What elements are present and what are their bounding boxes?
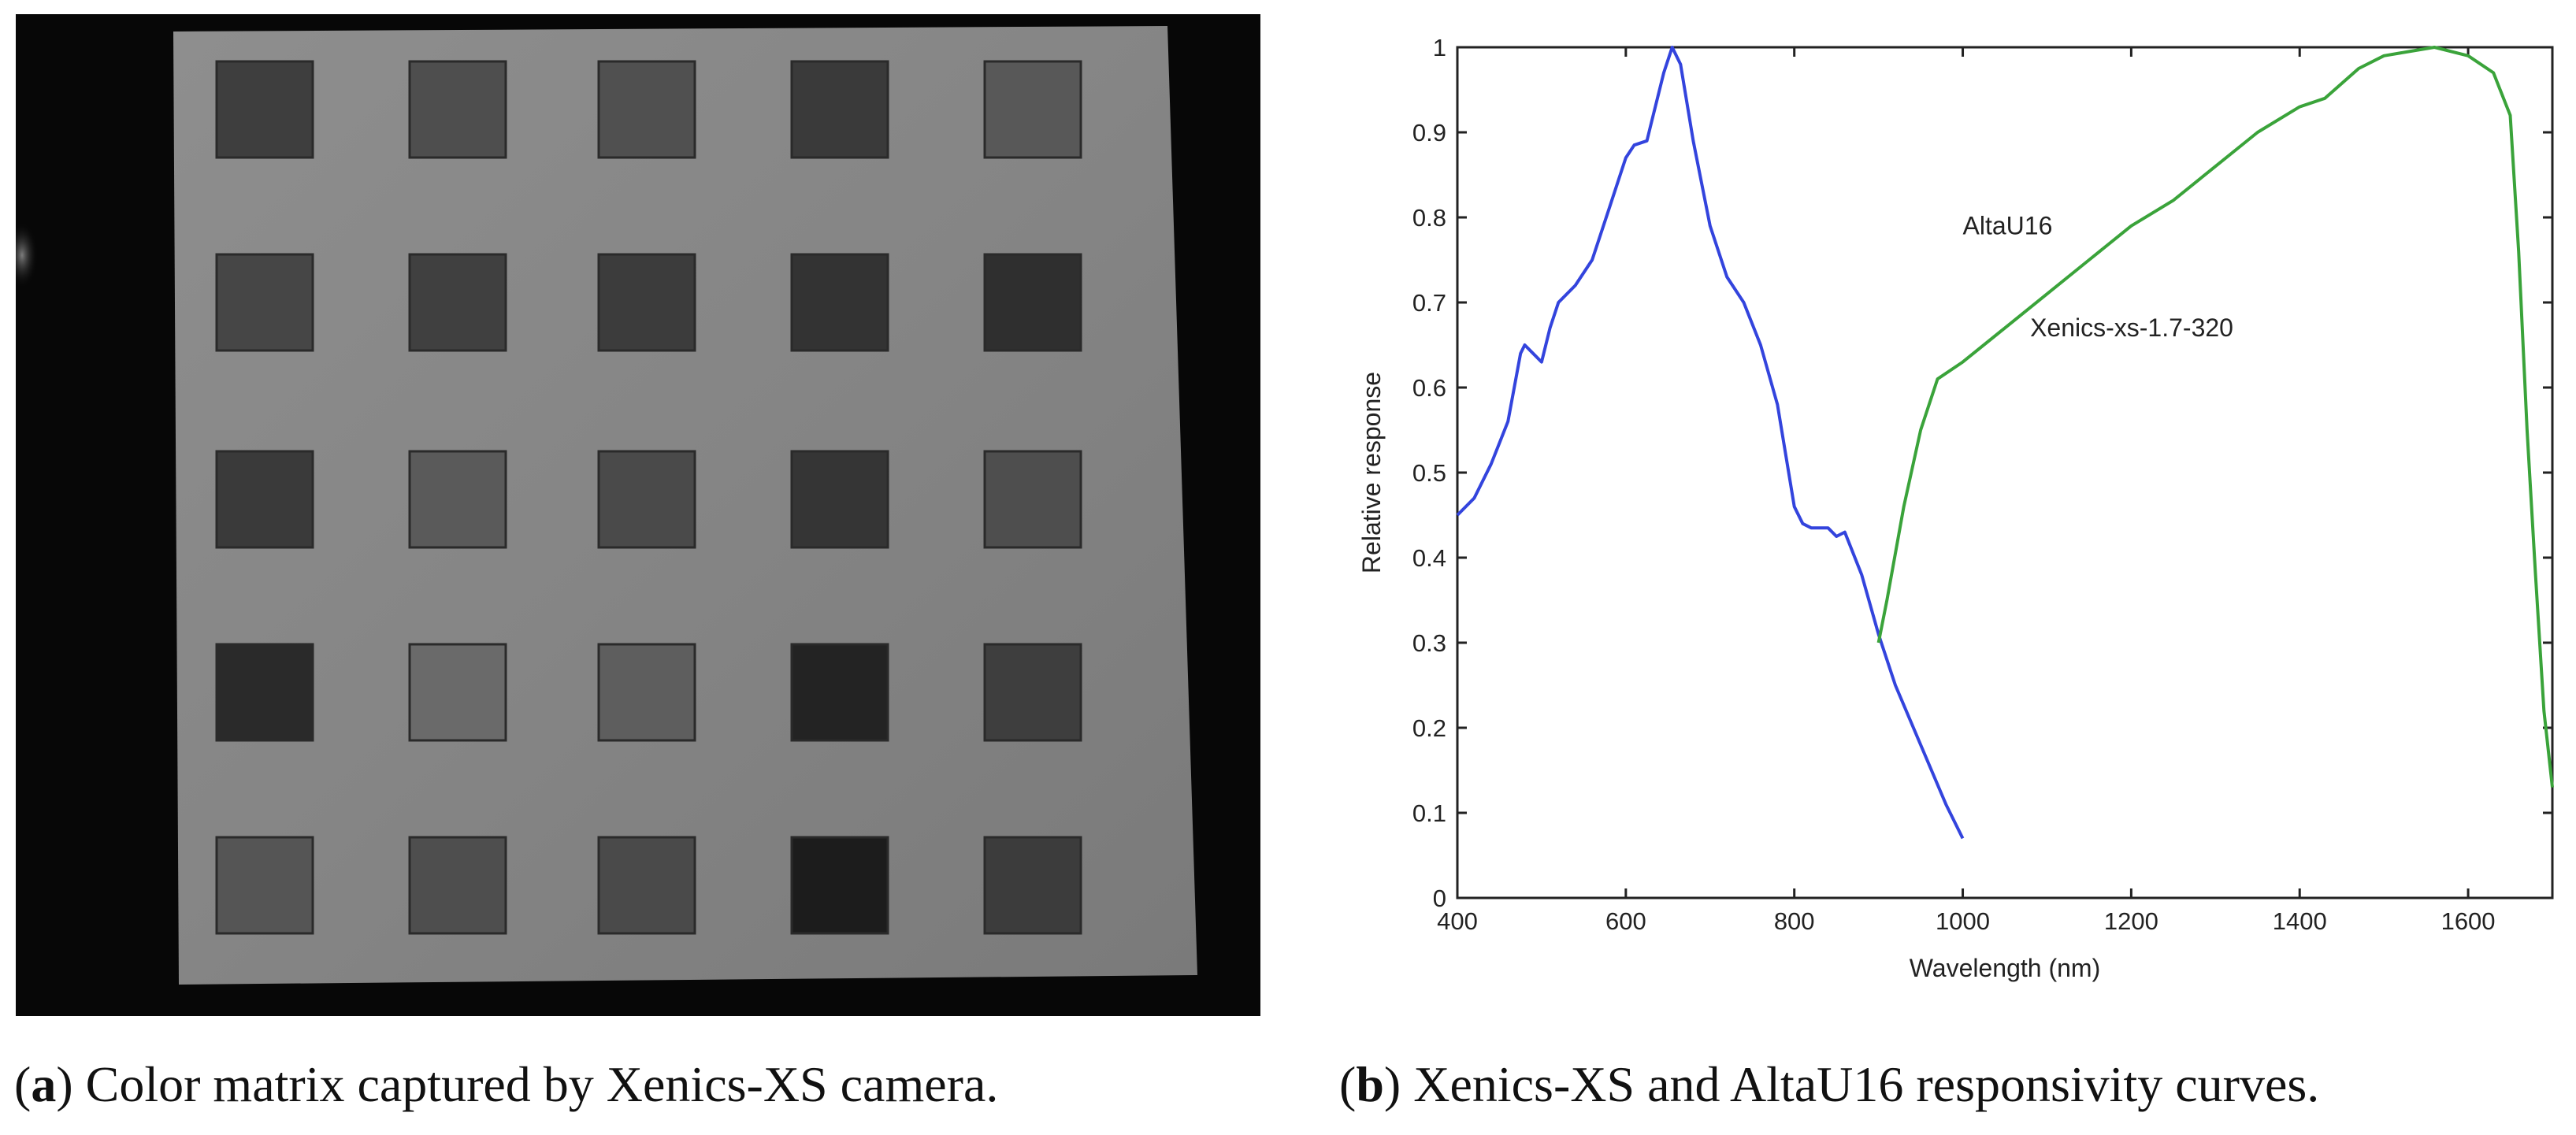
y-tick-label: 0.6 (1412, 374, 1446, 402)
color-patch (597, 450, 696, 549)
x-axis-label: Wavelength (nm) (1910, 954, 2100, 982)
color-patch (597, 253, 696, 352)
color-patch (215, 450, 314, 549)
series-lines (1456, 46, 2554, 840)
color-patch (408, 836, 507, 935)
color-patch (983, 643, 1082, 742)
color-patch (597, 643, 696, 742)
caption-b-text: Xenics-XS and AltaU16 responsivity curve… (1413, 1056, 2320, 1112)
y-tick-label: 0.8 (1412, 204, 1446, 232)
color-patch (215, 60, 314, 159)
color-patch (215, 253, 314, 352)
caption-b-letter: b (1356, 1056, 1384, 1112)
series-label: Xenics-xs-1.7-320 (2030, 313, 2233, 342)
color-patch (790, 253, 889, 352)
color-patch (408, 253, 507, 352)
color-patch (983, 253, 1082, 352)
x-tick-label: 1600 (2441, 907, 2496, 935)
color-patch (790, 643, 889, 742)
x-axis-ticks: 400 600 800 1000 1200 1400 1600 (1437, 47, 2496, 935)
y-tick-label: 0.9 (1412, 119, 1446, 147)
y-tick-label: 0.7 (1412, 289, 1446, 317)
caption-a-text: Color matrix captured by Xenics-XS camer… (85, 1056, 999, 1112)
y-axis-label: Relative response (1357, 372, 1386, 573)
x-tick-label: 800 (1774, 907, 1815, 935)
patch-grid (215, 60, 1082, 935)
x-tick-label: 1000 (1936, 907, 1990, 935)
color-patch (215, 836, 314, 935)
color-patch (790, 836, 889, 935)
color-patch (408, 643, 507, 742)
y-tick-label: 1 (1433, 34, 1446, 61)
x-tick-label: 1400 (2273, 907, 2327, 935)
color-patch (983, 60, 1082, 159)
x-tick-label: 400 (1437, 907, 1478, 935)
caption-b: (b) Xenics-XS and AltaU16 responsivity c… (1339, 1056, 2320, 1112)
y-tick-label: 0.3 (1412, 629, 1446, 657)
color-patch (983, 836, 1082, 935)
series-line-altau16 (1456, 46, 1965, 840)
y-tick-label: 0.4 (1412, 544, 1446, 572)
y-tick-label: 0.5 (1412, 459, 1446, 487)
series-labels: AltaU16 Xenics-xs-1.7-320 (1963, 212, 2233, 343)
color-patch (790, 60, 889, 159)
x-tick-label: 600 (1605, 907, 1646, 935)
responsivity-chart: 0 0.1 0.2 0.3 0.4 0.5 0.6 0.7 0.8 0.9 1 400 600 800 1… (1357, 34, 2554, 982)
series-label: AltaU16 (1963, 212, 2053, 240)
y-tick-label: 0.1 (1412, 799, 1446, 827)
plot-frame (1456, 46, 2554, 899)
color-patch (408, 60, 507, 159)
color-patch (983, 450, 1082, 549)
x-tick-label: 1200 (2104, 907, 2158, 935)
caption-a-letter: a (31, 1056, 57, 1112)
y-axis-ticks: 0 0.1 0.2 0.3 0.4 0.5 0.6 0.7 0.8 0.9 1 (1412, 34, 2552, 912)
color-patch (215, 643, 314, 742)
series-line-xenics-xs-1-7-320 (1876, 46, 2554, 788)
y-tick-label: 0.2 (1412, 714, 1446, 742)
color-patch (597, 60, 696, 159)
color-patch (408, 450, 507, 549)
color-patch (597, 836, 696, 935)
color-patch (790, 450, 889, 549)
caption-a: (a) Color matrix captured by Xenics-XS c… (14, 1056, 999, 1112)
color-matrix-photo (16, 14, 1260, 1016)
y-tick-label: 0 (1433, 885, 1446, 912)
